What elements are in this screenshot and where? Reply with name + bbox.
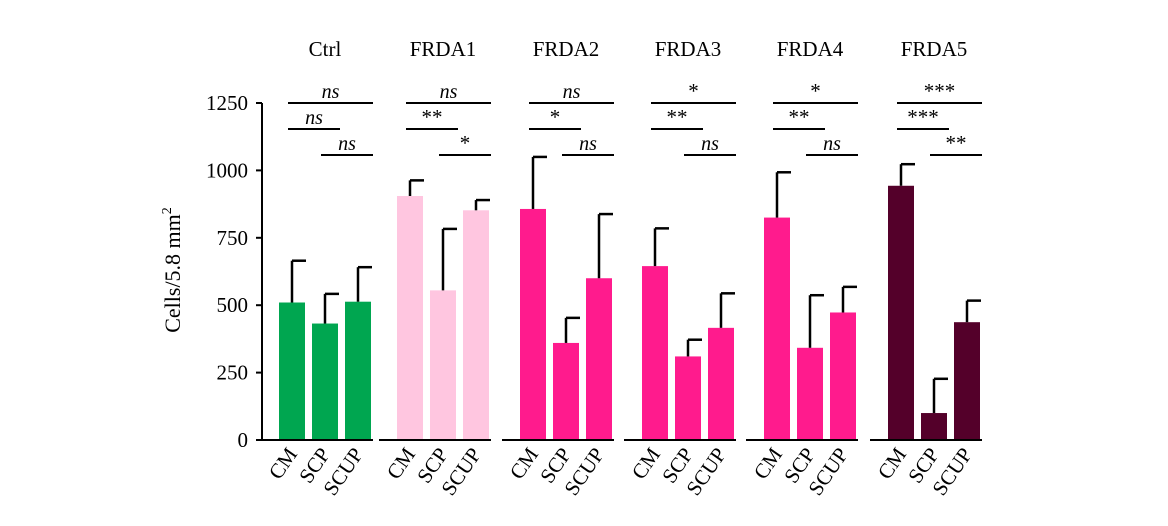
significance-label: *** xyxy=(907,105,939,129)
significance-label: * xyxy=(460,131,471,155)
bar xyxy=(430,290,456,440)
x-tick-label: CM xyxy=(627,443,666,484)
x-tick-label: CM xyxy=(382,443,421,484)
group-title: FRDA4 xyxy=(777,37,844,61)
significance-label: ** xyxy=(667,105,688,129)
significance-label: * xyxy=(810,79,821,103)
x-tick-label: CM xyxy=(873,443,912,484)
bar-groups: CtrlCMSCPSCUPnsnsnsFRDA1CMSCPSCUPns***FR… xyxy=(261,37,982,500)
x-tick-label: CM xyxy=(749,443,788,484)
significance-label: ** xyxy=(789,105,810,129)
bar xyxy=(312,323,338,440)
significance-label: ns xyxy=(701,133,719,155)
bar xyxy=(797,347,823,440)
group-title: FRDA2 xyxy=(533,37,600,61)
y-axis-title: Cells/5.8 mm2 xyxy=(160,207,185,333)
significance-label: ns xyxy=(322,81,340,103)
group-title: FRDA1 xyxy=(410,37,477,61)
x-tick-label: CM xyxy=(505,443,544,484)
y-axis: 0 250 500 750 1000 1250 xyxy=(206,91,263,452)
bar xyxy=(586,278,612,440)
y-tick-label: 250 xyxy=(217,361,249,385)
y-axis-label: Cells/5.8 mm2 xyxy=(160,207,185,333)
bar xyxy=(888,185,914,440)
bar xyxy=(345,301,371,440)
y-tick-label: 1250 xyxy=(206,91,248,115)
bar xyxy=(830,312,856,440)
y-tick-label: 1000 xyxy=(206,158,248,182)
group-title: Ctrl xyxy=(309,37,342,61)
significance-label: ** xyxy=(422,105,443,129)
significance-label: ns xyxy=(305,107,323,129)
bar xyxy=(463,210,489,440)
bar xyxy=(764,217,790,440)
significance-label: ns xyxy=(579,133,597,155)
significance-label: * xyxy=(688,79,699,103)
significance-label: ** xyxy=(946,131,967,155)
group-title: FRDA3 xyxy=(655,37,722,61)
y-axis-title-text: Cells/5.8 mm xyxy=(160,214,185,333)
bar xyxy=(675,356,701,440)
significance-label: ns xyxy=(823,133,841,155)
bar xyxy=(642,266,668,440)
bar xyxy=(921,413,947,440)
y-tick-label: 750 xyxy=(217,226,249,250)
significance-label: * xyxy=(550,105,561,129)
y-tick-label: 500 xyxy=(217,293,249,317)
significance-label: *** xyxy=(924,79,956,103)
bar xyxy=(279,302,305,440)
bar xyxy=(520,208,546,440)
significance-label: ns xyxy=(338,133,356,155)
bar xyxy=(553,342,579,440)
group-title: FRDA5 xyxy=(901,37,968,61)
significance-label: ns xyxy=(440,81,458,103)
bar xyxy=(954,322,980,440)
y-axis-title-superscript: 2 xyxy=(160,207,175,214)
significance-label: ns xyxy=(563,81,581,103)
y-tick-label: 0 xyxy=(238,428,249,452)
bar xyxy=(397,196,423,440)
bar xyxy=(708,327,734,440)
x-tick-label: CM xyxy=(264,443,303,484)
